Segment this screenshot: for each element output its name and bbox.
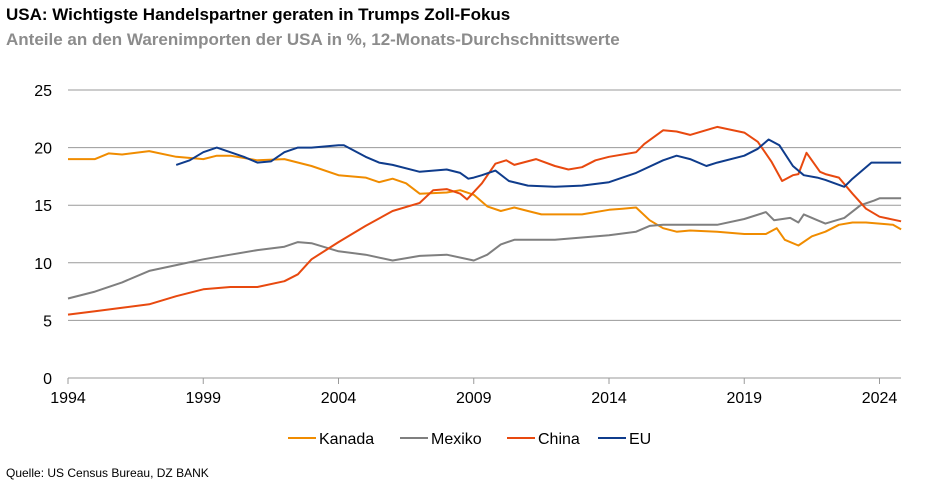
chart-title: USA: Wichtigste Handelspartner geraten i… (6, 5, 511, 24)
y-tick-label: 0 (43, 371, 52, 388)
y-tick-label: 5 (43, 313, 52, 330)
legend-label: China (538, 431, 580, 448)
x-tick-label: 1994 (50, 390, 86, 407)
legend-label: Mexiko (431, 431, 482, 448)
legend-item-china: China (507, 431, 580, 448)
x-tick-label: 1999 (185, 390, 221, 407)
y-tick-label: 10 (34, 256, 52, 273)
y-tick-label: 15 (34, 198, 52, 215)
legend-item-mexiko: Mexiko (400, 431, 482, 448)
series-line-kanada (68, 150, 902, 247)
legend-item-eu: EU (598, 431, 651, 448)
x-tick-label: 2004 (321, 390, 357, 407)
x-tick-label: 2009 (456, 390, 492, 407)
x-tick-label: 2019 (726, 390, 762, 407)
y-tick-label: 20 (34, 141, 52, 158)
legend-label: Kanada (319, 431, 374, 448)
legend-label: EU (629, 431, 651, 448)
series-line-mexiko (67, 197, 902, 300)
series-line-eu (175, 138, 902, 188)
y-tick-label: 25 (34, 83, 52, 100)
source-note: Quelle: US Census Bureau, DZ BANK (6, 466, 209, 480)
x-tick-label: 2014 (591, 390, 627, 407)
chart-subtitle: Anteile an den Warenimporten der USA in … (6, 30, 620, 49)
x-tick-label: 2024 (862, 390, 898, 407)
series-line-china (67, 125, 902, 316)
legend-item-kanada: Kanada (288, 431, 374, 448)
